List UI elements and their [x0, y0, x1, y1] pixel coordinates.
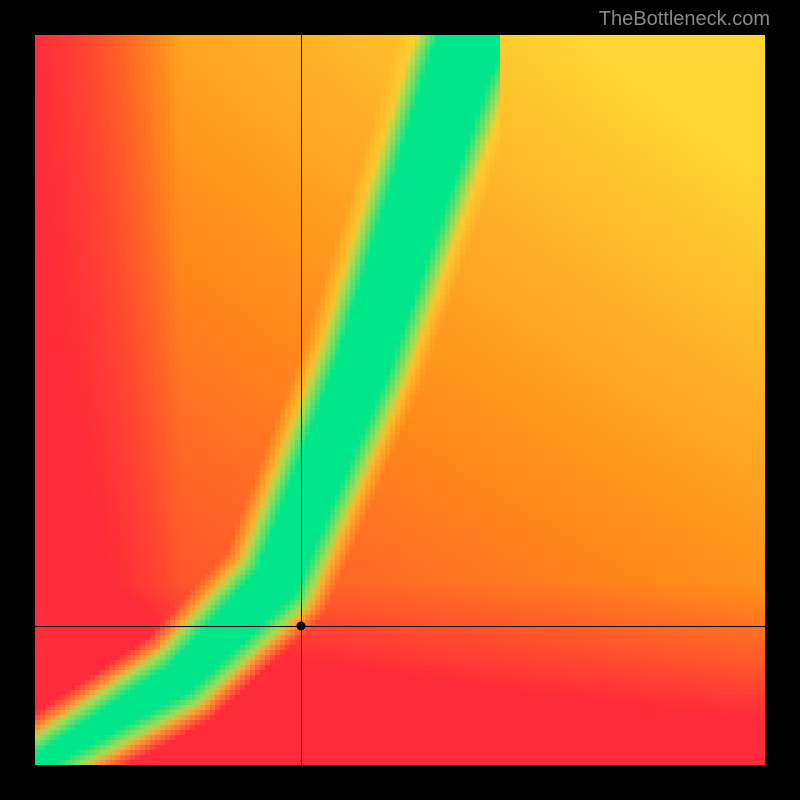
plot-area: [35, 35, 765, 765]
watermark-text: TheBottleneck.com: [599, 8, 770, 31]
heatmap-canvas: [35, 35, 765, 765]
crosshair-dot: [297, 622, 306, 631]
crosshair-horizontal: [35, 626, 765, 627]
crosshair-vertical: [301, 35, 302, 765]
chart-container: TheBottleneck.com: [0, 0, 800, 800]
